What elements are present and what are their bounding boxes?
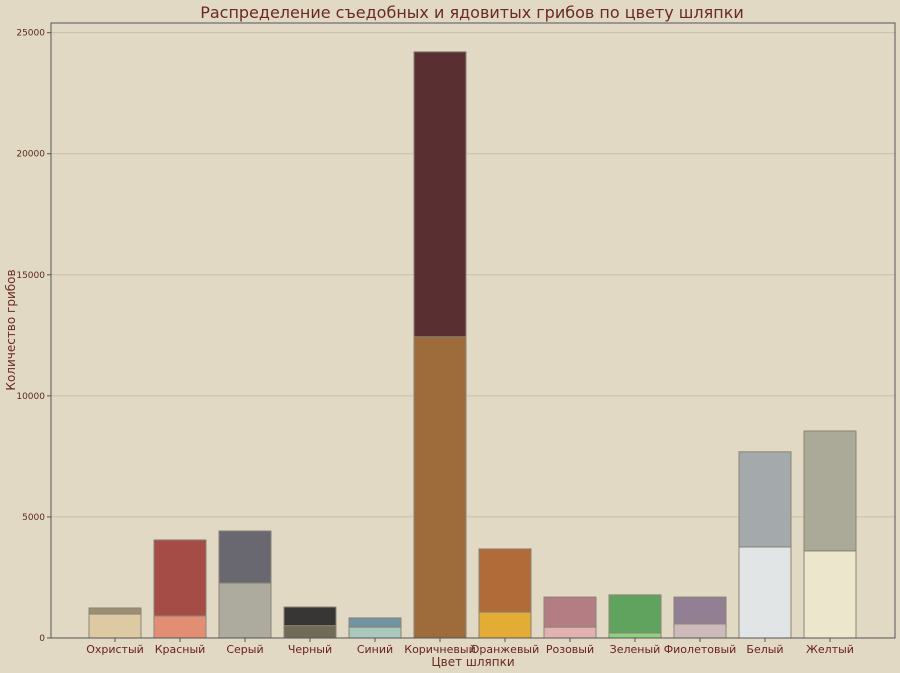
bar-segment-lower-9 [673, 623, 727, 639]
bar-segment-upper-4 [348, 617, 402, 628]
bar-segment-upper-1 [153, 539, 207, 617]
x-tick-label: Коричневый [404, 643, 475, 656]
bar-segment-lower-1 [153, 615, 207, 639]
x-tick-label: Белый [746, 643, 783, 656]
bar-segment-lower-3 [283, 625, 337, 639]
y-axis-label: Количество грибов [4, 269, 18, 390]
x-tick-label: Красный [155, 643, 206, 656]
y-tick-label: 20000 [16, 150, 45, 160]
x-tick-label: Желтый [806, 643, 854, 656]
bar-segment-lower-8 [608, 632, 662, 639]
bar-segment-upper-2 [218, 530, 272, 584]
bar-segment-upper-8 [608, 594, 662, 634]
y-tick-label: 0 [39, 634, 45, 644]
x-tick-label: Зеленый [610, 643, 661, 656]
bar-segment-upper-10 [738, 451, 792, 548]
bar-segment-upper-0 [88, 607, 142, 615]
bar-segment-upper-5 [413, 51, 467, 338]
bar-segment-upper-7 [543, 596, 597, 628]
bar-segment-upper-11 [803, 430, 857, 552]
x-tick-label: Фиолетовый [664, 643, 737, 656]
x-axis-label: Цвет шляпки [431, 655, 514, 669]
plot-frame [50, 22, 896, 639]
bar-segment-upper-6 [478, 548, 532, 613]
x-tick-label: Серый [226, 643, 263, 656]
bar-segment-upper-3 [283, 606, 337, 627]
bar-segment-lower-7 [543, 626, 597, 639]
x-tick-label: Оранжевый [471, 643, 540, 656]
x-tick-label: Синий [357, 643, 393, 656]
bar-segment-lower-0 [88, 613, 142, 639]
x-tick-label: Розовый [546, 643, 594, 656]
bar-segment-lower-10 [738, 546, 792, 639]
y-tick-label: 5000 [22, 513, 45, 523]
bar-segment-lower-5 [413, 336, 467, 639]
bar-segment-lower-2 [218, 582, 272, 639]
bar-segment-lower-11 [803, 550, 857, 639]
y-tick-label: 25000 [16, 29, 45, 39]
y-tick-label: 10000 [16, 392, 45, 402]
y-tick-label: 15000 [16, 271, 45, 281]
bar-segment-upper-9 [673, 596, 727, 625]
bar-segment-lower-6 [478, 611, 532, 639]
x-tick-label: Черный [288, 643, 332, 656]
chart-title: Распределение съедобных и ядовитых грибо… [200, 3, 744, 22]
bar-segment-lower-4 [348, 626, 402, 639]
x-tick-label: Охристый [86, 643, 144, 656]
